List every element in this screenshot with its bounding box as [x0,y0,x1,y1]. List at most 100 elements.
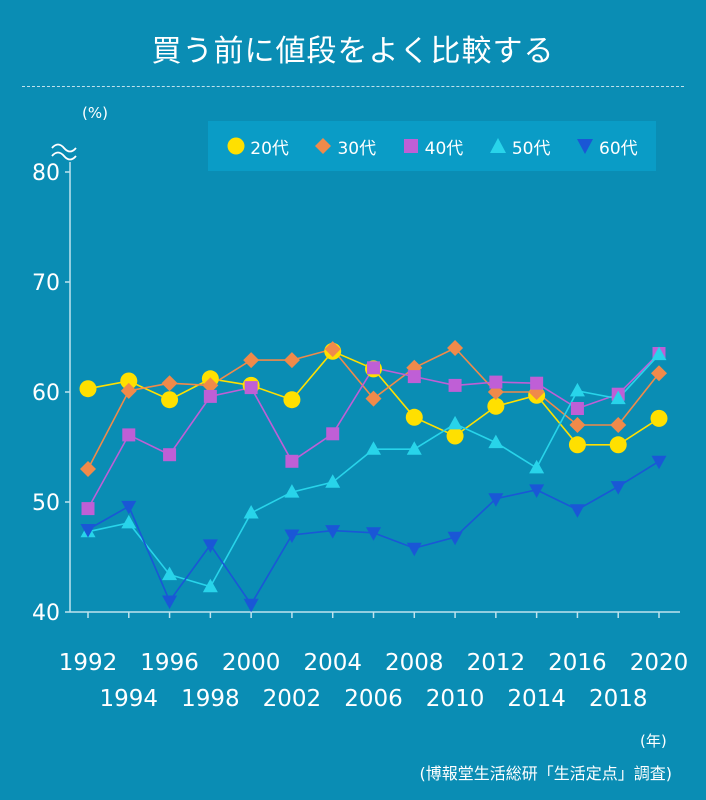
y-axis-unit: (%) [82,104,108,122]
legend-label: 30代 [337,138,377,159]
data-point-1 [161,375,178,392]
data-point-1 [283,352,300,369]
data-point-3 [284,484,300,498]
legend-item: 30代 [313,134,376,159]
data-point-3 [569,382,585,397]
data-point-0 [487,397,505,415]
x-tick-label: 2008 [385,650,444,676]
data-point-3 [406,441,422,455]
axis-break-icon [51,143,77,153]
x-tick-label: 2000 [222,650,281,676]
x-tick-label: 1998 [181,686,240,712]
data-point-2 [530,376,544,390]
data-point-4 [366,527,381,541]
data-point-0 [283,391,301,409]
data-point-2 [407,370,421,384]
chart-title: 買う前に値段をよく比較する [151,34,555,69]
data-point-4 [243,598,259,613]
legend-item: 50代 [488,134,551,159]
data-point-3 [366,441,381,455]
x-tick-label: 2006 [344,686,403,712]
x-axis-unit: (年) [640,732,667,750]
y-tick-label: 50 [32,491,60,516]
data-point-0 [405,408,423,426]
data-point-2 [122,428,136,442]
legend-marker-icon [489,138,506,153]
x-tick-label: 2018 [589,686,648,712]
data-point-4 [80,524,96,538]
data-point-0 [568,436,586,454]
data-point-3 [243,505,259,519]
data-point-3 [488,434,504,449]
data-point-1 [80,461,96,477]
data-point-3 [162,566,178,581]
x-tick-label: 2004 [303,650,362,676]
legend: 20代 30代 40代 50代 60代 [208,121,656,171]
data-point-4 [325,525,341,539]
data-point-2 [367,361,380,375]
data-point-4 [202,539,218,553]
data-point-0 [79,380,97,398]
data-point-0 [650,409,668,427]
x-tick-label: 1996 [140,650,199,676]
data-point-1 [447,340,464,356]
data-point-2 [203,389,217,403]
data-point-1 [569,417,586,433]
data-point-1 [243,352,260,369]
data-point-4 [447,531,463,546]
y-tick-label: 60 [32,381,60,406]
x-tick-label: 2016 [548,650,607,676]
data-point-0 [120,372,138,390]
data-point-2 [244,381,258,395]
data-point-2 [570,402,584,415]
data-point-1 [120,382,137,399]
data-point-4 [488,493,504,507]
legend-label: 60代 [599,138,638,159]
data-point-4 [569,504,585,518]
data-point-4 [284,529,300,543]
x-tick-label: 1994 [100,686,159,712]
data-point-2 [489,375,503,389]
data-point-2 [326,427,340,441]
data-point-1 [651,365,667,382]
data-point-0 [161,391,179,409]
data-point-1 [365,390,382,407]
data-point-3 [325,474,341,488]
data-point-1 [202,377,219,394]
legend-item: 20代 [226,134,289,159]
legend-label: 50代 [511,138,551,159]
data-point-4 [529,484,545,498]
x-tick-label: 2012 [467,650,526,676]
legend-marker-icon [403,139,418,153]
y-tick-label: 80 [32,161,60,186]
data-point-2 [81,502,95,516]
data-point-4 [610,481,626,495]
series-line-3 [87,354,660,588]
data-point-0 [609,436,627,454]
data-point-3 [651,346,667,361]
axis-break-icon [51,151,77,161]
source-note: (博報堂生活総研「生活定点」調査) [419,764,673,783]
x-tick-label: 2014 [507,686,566,712]
legend-item: 40代 [401,134,464,159]
data-point-4 [121,500,137,515]
data-point-3 [529,459,545,474]
legend-label: 20代 [250,138,289,159]
data-point-1 [610,417,627,433]
legend-item: 60代 [575,134,638,159]
data-point-4 [651,455,667,470]
x-tick-label: 2010 [426,686,485,712]
title-divider [22,86,684,87]
legend-label: 40代 [424,138,464,159]
data-point-1 [324,341,341,358]
legend-marker-icon [577,139,594,154]
data-point-4 [406,542,422,557]
data-point-3 [121,514,137,529]
legend-marker-icon [315,138,332,154]
data-point-4 [162,595,178,609]
y-tick-label: 40 [32,601,60,626]
y-tick-label: 70 [32,271,60,296]
data-point-3 [202,578,218,593]
x-tick-label: 2020 [630,650,689,676]
